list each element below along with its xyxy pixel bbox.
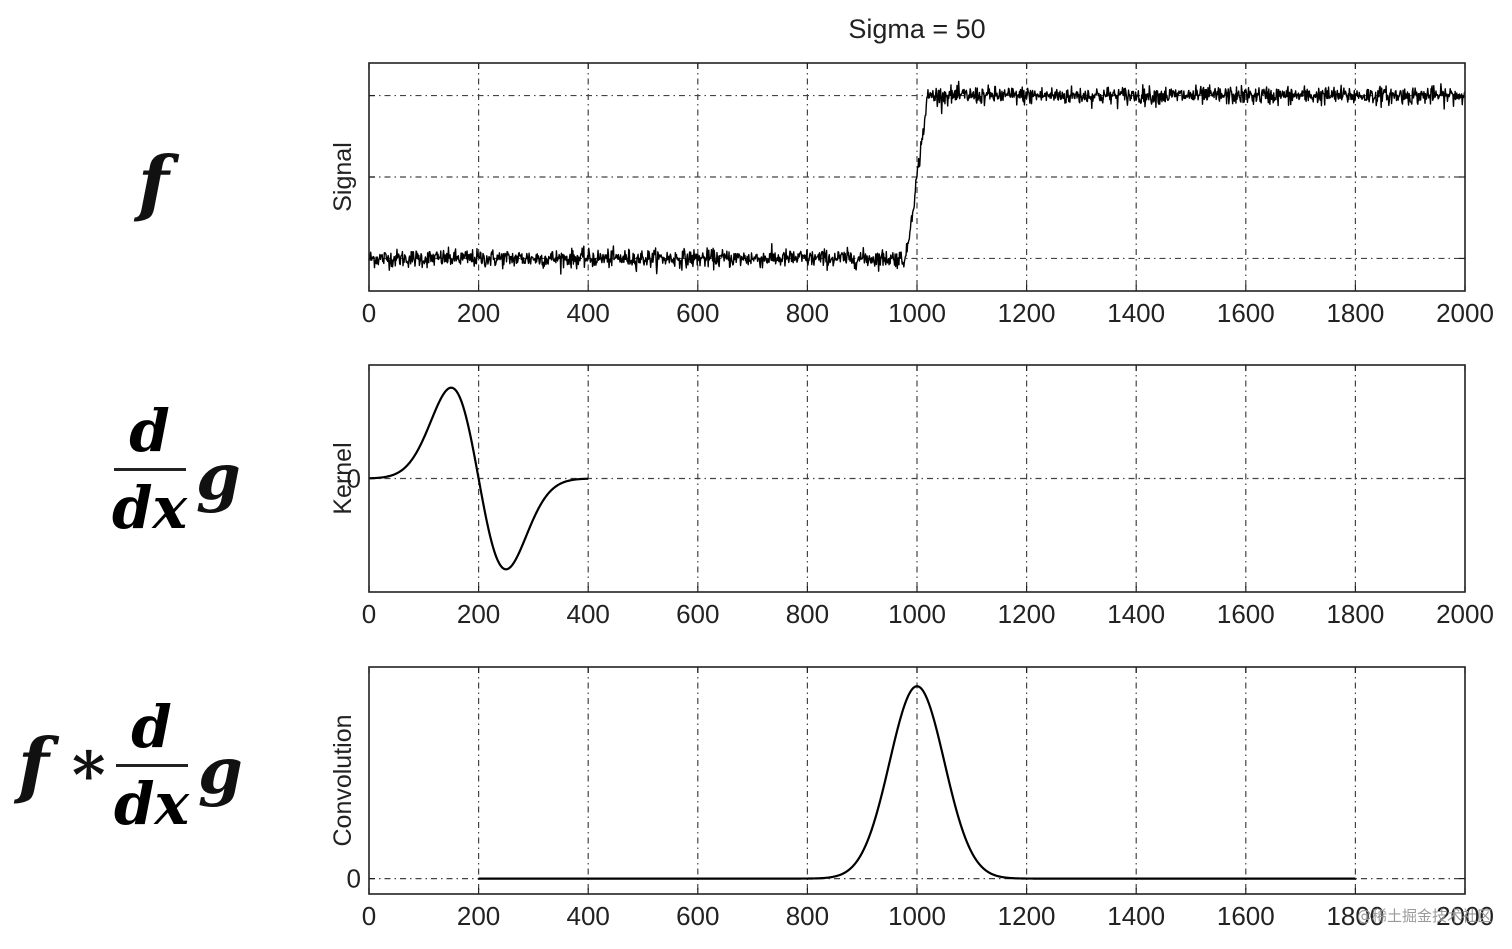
- panel-3-xtick-label: 2000: [1436, 901, 1494, 931]
- panel-2-xtick-label: 800: [786, 599, 829, 629]
- panel-2-axes-box: [368, 364, 1466, 593]
- fraction-denominator: dx: [112, 474, 188, 542]
- panel-1-xtick-label: 1800: [1326, 298, 1384, 328]
- equation-derivative-fraction: d dx: [112, 398, 187, 541]
- panel-1-series-line: [368, 80, 1466, 275]
- panel-3-xtick-label: 800: [786, 901, 829, 931]
- panel-2-xtick-label: 1200: [998, 599, 1056, 629]
- panel-3-xtick-label: 1800: [1326, 901, 1384, 931]
- panel-3-xtick-label: 1200: [998, 901, 1056, 931]
- panel-1-xtick-label: 800: [786, 298, 829, 328]
- panel-3-xtick-label: 1000: [888, 901, 946, 931]
- panel-2-xtick-label: 0: [362, 599, 376, 629]
- panel-2-xtick-label: 1800: [1326, 599, 1384, 629]
- panel-1-xtick-label: 200: [457, 298, 500, 328]
- panel-2-xtick-label: 400: [567, 599, 610, 629]
- panel-2-ytick-label: 0: [347, 464, 361, 494]
- panel-1-xtick-label: 0: [362, 298, 376, 328]
- panel-1-xtick-label: 1600: [1217, 298, 1275, 328]
- equation-f: f: [138, 140, 169, 225]
- panel-3-series-line: [478, 685, 1356, 880]
- chart-title: Sigma = 50: [848, 14, 985, 44]
- equation-conv-star: *: [72, 738, 106, 813]
- panel-3-xtick-label: 0: [362, 901, 376, 931]
- panel-2-xtick-label: 1600: [1217, 599, 1275, 629]
- panel-3-axes-box: [368, 666, 1466, 895]
- panel-1-axes-box: [368, 62, 1466, 292]
- panel-2-ylabel: Kernel: [329, 442, 357, 514]
- panel-1-ylabel: Signal: [329, 142, 357, 212]
- panel-3-ylabel: Convolution: [329, 714, 357, 846]
- panel-1-xtick-label: 2000: [1436, 298, 1494, 328]
- panel-2-xtick-label: 1000: [888, 599, 946, 629]
- panel-1-xtick-label: 600: [676, 298, 719, 328]
- panel-3-xtick-label: 1600: [1217, 901, 1275, 931]
- panel-2-xtick-label: 600: [676, 599, 719, 629]
- equation-conv-f: f: [18, 722, 49, 807]
- panel-3-xtick-label: 400: [567, 901, 610, 931]
- panel-2-xtick-label: 2000: [1436, 599, 1494, 629]
- panel-2-xtick-label: 1400: [1107, 599, 1165, 629]
- watermark: @稀土掘金技术社区: [1356, 907, 1492, 925]
- panel-3-xtick-label: 1400: [1107, 901, 1165, 931]
- panel-1-xtick-label: 1400: [1107, 298, 1165, 328]
- conv-fraction-denominator: dx: [114, 770, 190, 838]
- panel-3-ytick-label: 0: [347, 864, 361, 894]
- panel-1-xtick-label: 400: [567, 298, 610, 328]
- fraction-numerator: d: [129, 397, 170, 465]
- conv-fraction-numerator: d: [131, 693, 172, 761]
- panel-2-series-line: [368, 386, 589, 571]
- panel-1-xtick-label: 1000: [888, 298, 946, 328]
- equation-conv-fraction: d dx: [114, 694, 189, 837]
- equation-conv-g: g: [198, 734, 243, 809]
- panel-3-xtick-label: 600: [676, 901, 719, 931]
- fraction-bar: [113, 468, 186, 471]
- conv-fraction-bar: [115, 764, 188, 767]
- equation-g: g: [196, 440, 241, 515]
- panel-2-xtick-label: 200: [457, 599, 500, 629]
- panel-3-xtick-label: 200: [457, 901, 500, 931]
- panel-1-xtick-label: 1200: [998, 298, 1056, 328]
